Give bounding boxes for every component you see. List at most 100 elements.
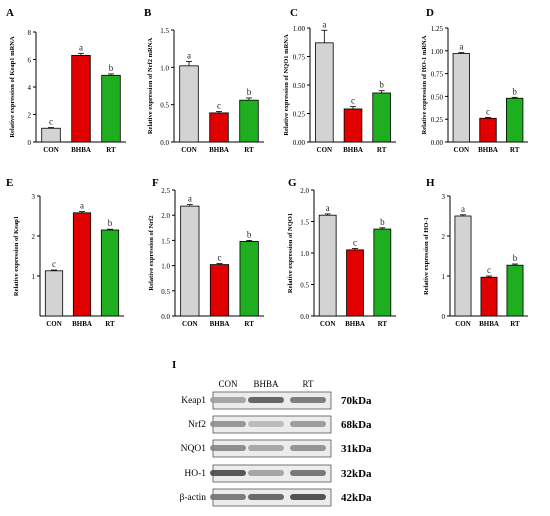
chart-panel-A: A 0 2 4 6 8 Relative expression of Keap1 mRNA c… (6, 7, 126, 154)
x-tick-label: CON (181, 146, 197, 154)
bar-BHBA (72, 212, 92, 317)
bar-BHBA (346, 249, 364, 317)
panel-label: C (290, 7, 298, 19)
y-tick-label: 0.25 (293, 111, 306, 119)
blot-band (290, 445, 326, 451)
x-tick-label: BHBA (71, 146, 91, 154)
x-tick-label: RT (510, 146, 520, 154)
significance-letter: b (247, 87, 252, 97)
y-tick-label: 2 (442, 233, 446, 241)
x-tick-label: RT (106, 146, 116, 154)
x-tick-label: CON (46, 320, 62, 328)
y-tick-label: 0.50 (431, 93, 444, 101)
blot-row-3: HO-1 32kDa (184, 464, 372, 483)
panel-label: H (426, 177, 435, 189)
blot-protein-label: Keap1 (181, 396, 206, 406)
x-tick-label: RT (378, 320, 388, 328)
x-tick-label: BHBA (209, 146, 229, 154)
blot-lane-label: RT (303, 379, 314, 389)
chart-panel-G: G 0.0 0.5 1.0 1.5 2.0 Relative expression of N… (287, 177, 396, 328)
x-tick-label: BHBA (479, 320, 499, 328)
blot-rows: Keap1 70kDa Nrf2 68kDa NQO1 31kDa HO-1 32kDa β-a… (180, 391, 372, 507)
bar-CON (179, 65, 199, 143)
y-axis-label: Relative expression of NQO1 (287, 213, 294, 293)
blot-band (248, 445, 284, 451)
panel-label: B (144, 7, 152, 19)
bar-charts: A 0 2 4 6 8 Relative expression of Keap1 mRNA c… (6, 7, 528, 328)
y-tick-label: 1.00 (431, 48, 444, 56)
significance-letter: a (461, 204, 465, 214)
y-tick-label: 0.00 (431, 139, 444, 147)
blot-row-4: β-actin 42kDa (180, 488, 372, 507)
blot-band (290, 470, 326, 476)
significance-letter: c (487, 265, 491, 275)
bar-CON (452, 53, 471, 143)
blot-row-0: Keap1 70kDa (181, 391, 372, 410)
y-tick-label: 1.00 (293, 25, 306, 33)
y-tick-label: 8 (28, 29, 32, 37)
significance-letter: c (351, 96, 355, 106)
y-tick-label: 1 (32, 273, 36, 281)
x-tick-label: CON (455, 320, 471, 328)
y-tick-label: 0.50 (293, 82, 306, 90)
x-tick-label: RT (244, 146, 254, 154)
bar-CON (318, 214, 337, 317)
significance-letter: c (52, 259, 56, 269)
blot-size-label: 42kDa (341, 492, 372, 504)
bar-RT (100, 229, 120, 317)
blot-band (248, 494, 284, 500)
y-tick-label: 2.0 (300, 187, 309, 195)
y-tick-label: 1.0 (161, 263, 170, 271)
bar-CON (44, 270, 64, 317)
y-axis-label: Relative expression of Keap1 (13, 216, 20, 296)
y-axis-label: Relative expression of Nrf2 mRNA (147, 38, 154, 135)
blot-band (210, 397, 246, 403)
significance-letter: c (49, 117, 53, 127)
x-tick-label: RT (510, 320, 520, 328)
y-tick-label: 1.5 (160, 27, 169, 35)
blot-lane-label: BHBA (253, 379, 279, 389)
bar-CON (41, 127, 61, 143)
x-tick-label: CON (182, 320, 198, 328)
blot-band (210, 445, 246, 451)
x-tick-label: BHBA (210, 320, 230, 328)
bar-CON (180, 205, 200, 317)
y-tick-label: 1 (442, 273, 446, 281)
bar-RT (505, 97, 524, 143)
x-tick-label: CON (320, 320, 336, 328)
blot-lane-label: CON (218, 379, 238, 389)
bar-RT (239, 99, 259, 143)
bar-RT (239, 241, 259, 317)
blot-band (290, 421, 326, 427)
x-tick-label: BHBA (343, 146, 363, 154)
y-tick-label: 1.5 (300, 219, 309, 227)
bar-BHBA (480, 276, 498, 317)
y-tick-label: 0.5 (300, 282, 309, 290)
bar-RT (373, 228, 392, 317)
blot-row-2: NQO1 31kDa (181, 439, 372, 458)
blot-row-1: Nrf2 68kDa (188, 415, 372, 434)
significance-letter: c (353, 238, 357, 248)
blot-band (248, 421, 284, 427)
bar-CON (454, 215, 472, 317)
x-tick-label: BHBA (72, 320, 92, 328)
y-tick-label: 0.00 (293, 139, 306, 147)
panel-label: A (6, 7, 14, 19)
bar-BHBA (479, 117, 497, 143)
y-tick-label: 0.0 (161, 313, 170, 321)
y-tick-label: 0.5 (161, 288, 170, 296)
blot-protein-label: β-actin (180, 493, 207, 503)
y-tick-label: 1.0 (300, 250, 309, 258)
y-tick-label: 0.75 (431, 71, 444, 79)
significance-letter: a (79, 42, 83, 52)
y-tick-label: 2.5 (161, 187, 170, 195)
x-tick-label: BHBA (478, 146, 498, 154)
blot-band (290, 397, 326, 403)
y-tick-label: 2.0 (161, 212, 170, 220)
bar-BHBA (209, 112, 229, 143)
western-blot-panel: I CON BHBA RT Keap1 70kDa Nrf2 68kDa NQO1 31kDa… (172, 359, 372, 507)
y-tick-label: 3 (442, 193, 446, 201)
blot-protein-label: NQO1 (181, 444, 207, 454)
significance-letter: b (247, 229, 252, 239)
significance-letter: c (217, 100, 221, 110)
